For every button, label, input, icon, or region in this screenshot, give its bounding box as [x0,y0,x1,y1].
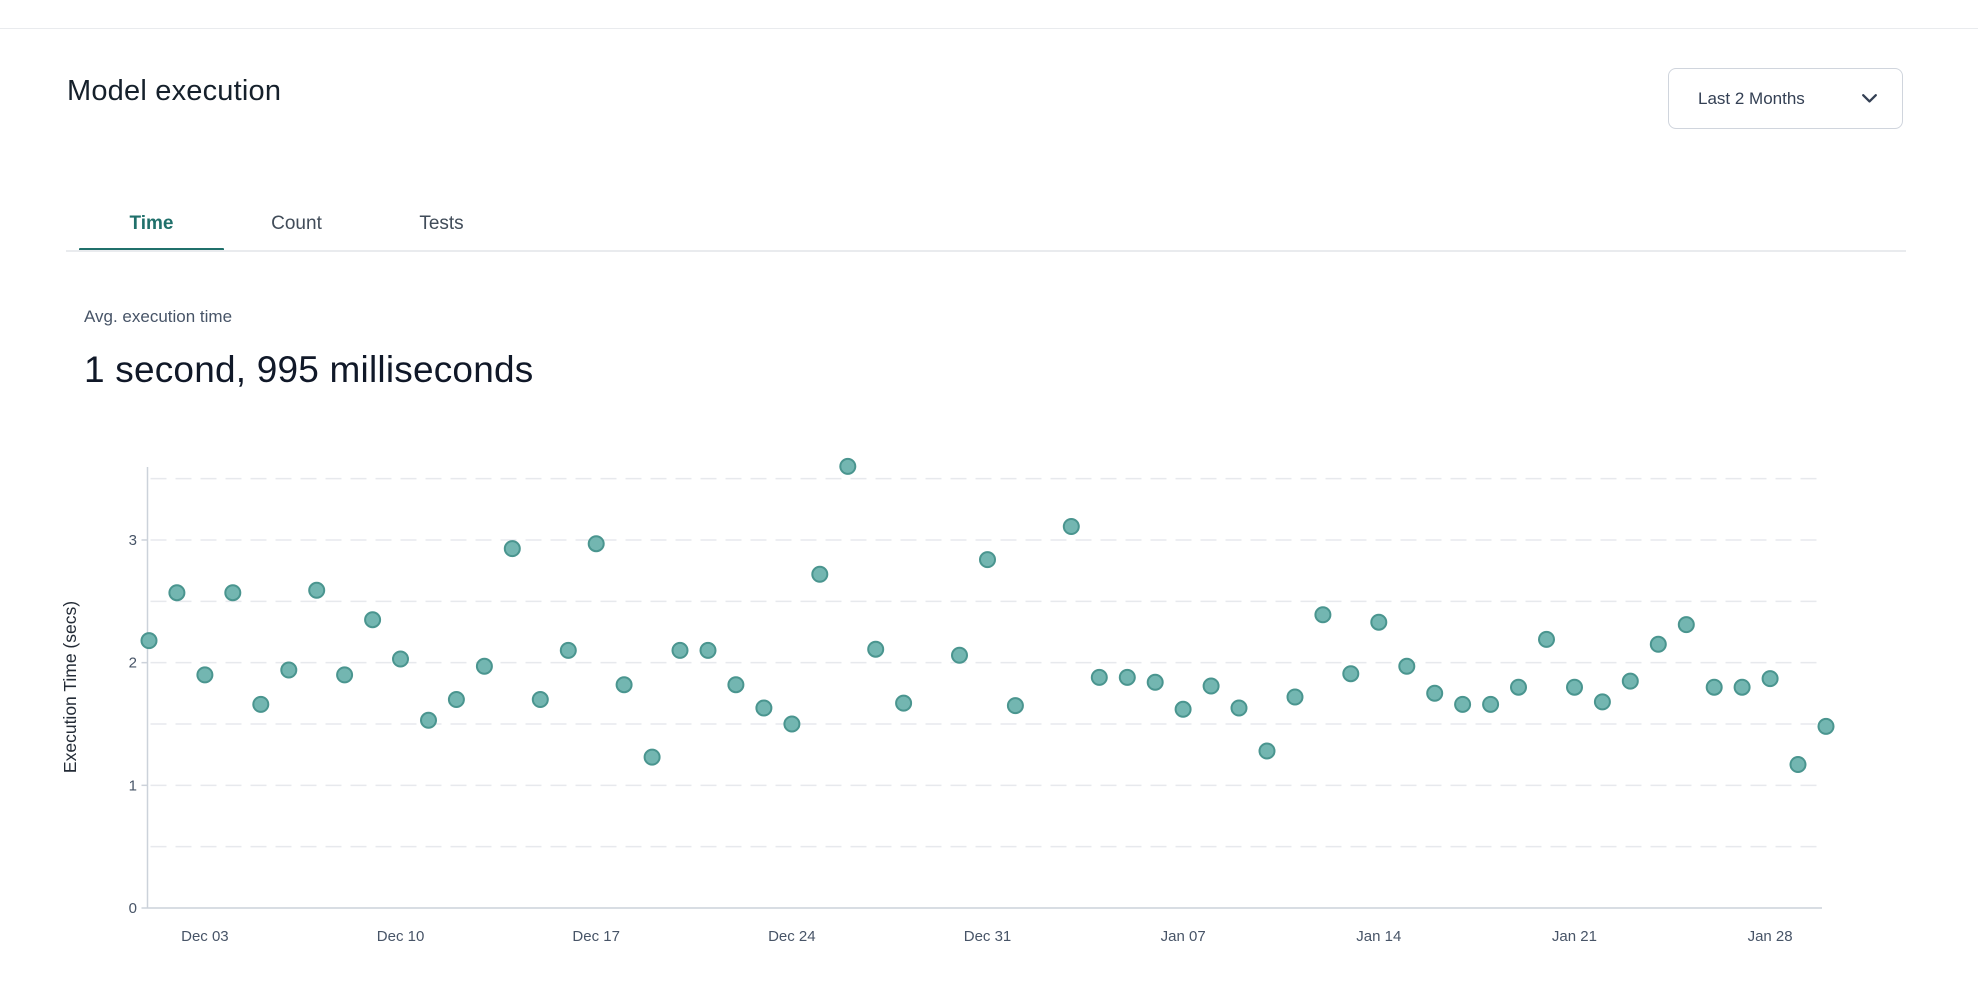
data-point[interactable] [727,676,745,694]
data-point[interactable] [1426,684,1444,702]
tab-time[interactable]: Time [79,196,224,251]
data-point[interactable] [1146,673,1164,691]
data-point[interactable] [1621,672,1639,690]
data-point[interactable] [643,748,661,766]
data-point[interactable] [1314,606,1332,624]
data-point[interactable] [755,699,773,717]
data-point[interactable] [1174,700,1192,718]
data-point[interactable] [1510,678,1527,696]
data-point[interactable] [1398,657,1416,675]
x-tick-label: Jan 28 [1748,928,1793,945]
data-point[interactable] [1761,670,1779,688]
data-point[interactable] [1733,678,1751,696]
data-point[interactable] [392,650,409,668]
data-point[interactable] [1370,613,1388,631]
date-range-label: Last 2 Months [1698,88,1805,108]
data-point[interactable] [1090,668,1108,686]
data-point[interactable] [336,666,354,684]
tab-count-label: Count [271,212,322,234]
date-range-dropdown[interactable]: Last 2 Months [1668,68,1903,129]
data-point[interactable] [951,646,968,664]
data-point[interactable] [140,632,158,650]
data-point[interactable] [1230,699,1248,717]
x-tick-label: Dec 10 [377,928,425,945]
tab-count[interactable]: Count [224,196,369,251]
data-point[interactable] [364,611,382,629]
data-point[interactable] [587,535,605,553]
data-point[interactable] [1566,678,1583,696]
x-tick-label: Jan 21 [1552,928,1597,945]
y-tick-label: 1 [129,777,137,794]
data-point[interactable] [671,641,689,659]
x-tick-label: Jan 07 [1161,928,1206,945]
data-point[interactable] [979,551,996,569]
active-tab-indicator [79,248,224,251]
data-point[interactable] [811,565,829,583]
tab-tests-label: Tests [419,212,464,234]
data-point[interactable] [867,640,885,658]
page-title: Model execution [67,75,282,107]
data-point[interactable] [1118,668,1136,686]
data-point[interactable] [1649,635,1667,653]
y-tick-label: 3 [129,532,137,549]
y-tick-label: 2 [129,655,137,672]
x-tick-label: Jan 14 [1356,928,1401,945]
x-tick-label: Dec 31 [964,928,1012,945]
data-point[interactable] [1286,688,1304,706]
tab-time-label: Time [129,212,174,234]
data-point[interactable] [1538,630,1555,648]
y-axis-title: Execution Time (secs) [60,601,80,773]
data-point[interactable] [839,457,857,475]
x-tick-label: Dec 24 [768,928,816,945]
data-point[interactable] [1677,616,1695,634]
data-point[interactable] [1482,695,1500,713]
data-point[interactable] [475,657,493,675]
data-point[interactable] [699,641,717,659]
data-point[interactable] [1817,717,1835,735]
data-point[interactable] [447,691,465,708]
data-point[interactable] [503,540,521,558]
data-point[interactable] [615,676,633,694]
data-point[interactable] [1202,677,1220,695]
stat-value: 1 second, 995 milliseconds [84,349,534,390]
data-point[interactable] [1342,665,1360,683]
data-point[interactable] [280,661,298,679]
data-point[interactable] [531,691,549,708]
data-point[interactable] [224,584,242,602]
data-point[interactable] [1006,697,1024,715]
data-point[interactable] [308,581,326,599]
stat-label: Avg. execution time [84,307,233,326]
data-point[interactable] [1258,742,1276,760]
x-tick-label: Dec 03 [181,928,229,945]
data-point[interactable] [252,695,270,713]
data-point[interactable] [1789,756,1807,773]
data-point[interactable] [420,711,437,729]
y-tick-label: 0 [129,900,137,917]
chevron-down-icon [1861,93,1878,104]
tab-bar: Time Count Tests [79,196,514,251]
data-point[interactable] [196,666,214,684]
data-point[interactable] [168,584,186,602]
data-point[interactable] [895,694,913,712]
data-point[interactable] [1705,678,1723,696]
data-point[interactable] [1593,693,1611,711]
tab-bar-divider [66,250,1906,252]
data-point[interactable] [1062,518,1080,535]
x-tick-label: Dec 17 [572,928,620,945]
top-divider [0,28,1978,29]
data-point[interactable] [559,641,577,659]
data-point[interactable] [1454,695,1472,713]
tab-tests[interactable]: Tests [369,196,514,251]
data-point[interactable] [783,715,801,733]
